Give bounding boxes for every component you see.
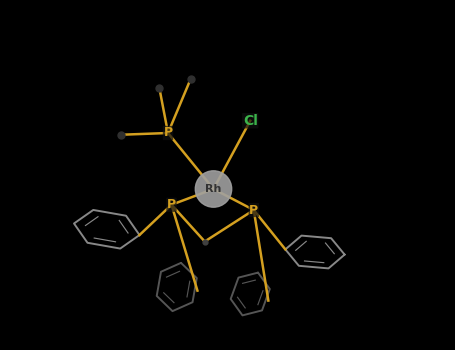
Text: P: P xyxy=(249,203,258,217)
Text: P: P xyxy=(163,126,172,140)
Text: Cl: Cl xyxy=(243,114,258,128)
Circle shape xyxy=(195,171,232,207)
Text: P: P xyxy=(167,198,176,211)
Text: Rh: Rh xyxy=(205,184,222,194)
